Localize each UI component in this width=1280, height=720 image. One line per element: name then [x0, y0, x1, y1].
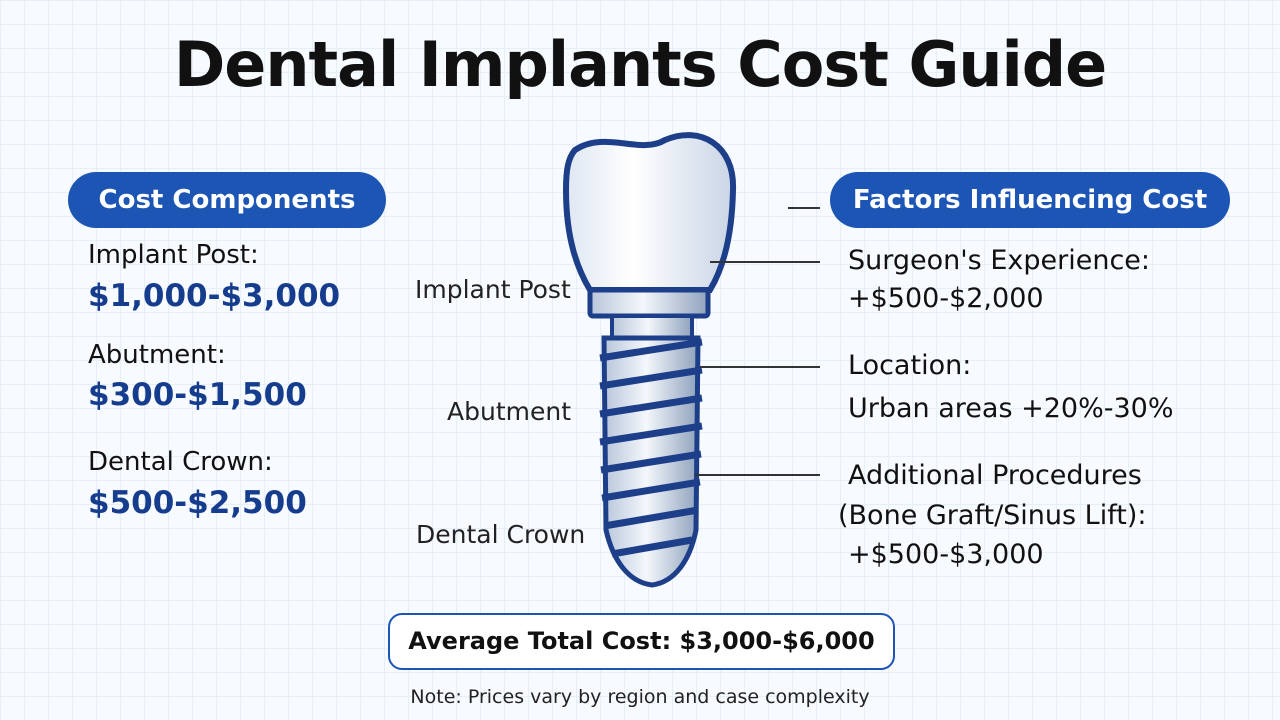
factor-detail: (Bone Graft/Sinus Lift): [838, 500, 1147, 531]
crown [562, 132, 737, 293]
diagram-label: Dental Crown [416, 520, 586, 549]
section-heading: Cost Components [68, 172, 386, 228]
factor-value: Urban areas +20%-30% [848, 393, 1174, 424]
section-heading: Factors Influencing Cost [830, 172, 1230, 228]
factor-label: Additional Procedures [848, 460, 1142, 491]
component-label: Implant Post: [88, 240, 259, 270]
factor-label: Location: [848, 350, 972, 381]
connector-lines [695, 207, 820, 476]
component-label: Dental Crown: [88, 447, 273, 477]
abutment-neck [610, 314, 694, 340]
factor-label: Surgeon's Experience: [848, 245, 1150, 276]
note: Note: Prices vary by region and case com… [410, 686, 870, 708]
component-price: $1,000-$3,000 [88, 278, 341, 314]
title: Dental Implants Cost Guide [173, 28, 1107, 101]
component-price: $300-$1,500 [88, 377, 307, 413]
factor-value: +$500-$2,000 [848, 283, 1044, 314]
screw-threads [599, 338, 703, 558]
abutment [587, 287, 711, 319]
factor-value: +$500-$3,000 [848, 539, 1044, 570]
diagram-label: Abutment [447, 397, 571, 426]
total-cost: Average Total Cost: $3,000-$6,000 [388, 613, 895, 670]
implant-diagram [562, 132, 820, 588]
component-price: $500-$2,500 [88, 485, 307, 521]
diagram-label: Implant Post [415, 275, 571, 304]
component-label: Abutment: [88, 340, 226, 370]
